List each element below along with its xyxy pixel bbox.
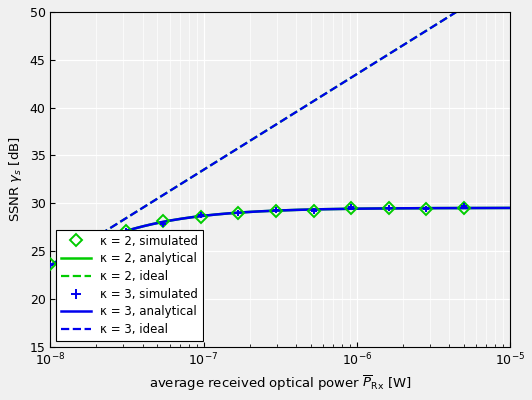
Legend: κ = 2, simulated, κ = 2, analytical, κ = 2, ideal, κ = 3, simulated, κ = 3, anal: κ = 2, simulated, κ = 2, analytical, κ =… [56,230,203,341]
X-axis label: average received optical power $\overline{P}_{\mathrm{Rx}}$ [W]: average received optical power $\overlin… [149,374,411,393]
Y-axis label: SSNR $\gamma_s$ [dB]: SSNR $\gamma_s$ [dB] [7,136,24,222]
